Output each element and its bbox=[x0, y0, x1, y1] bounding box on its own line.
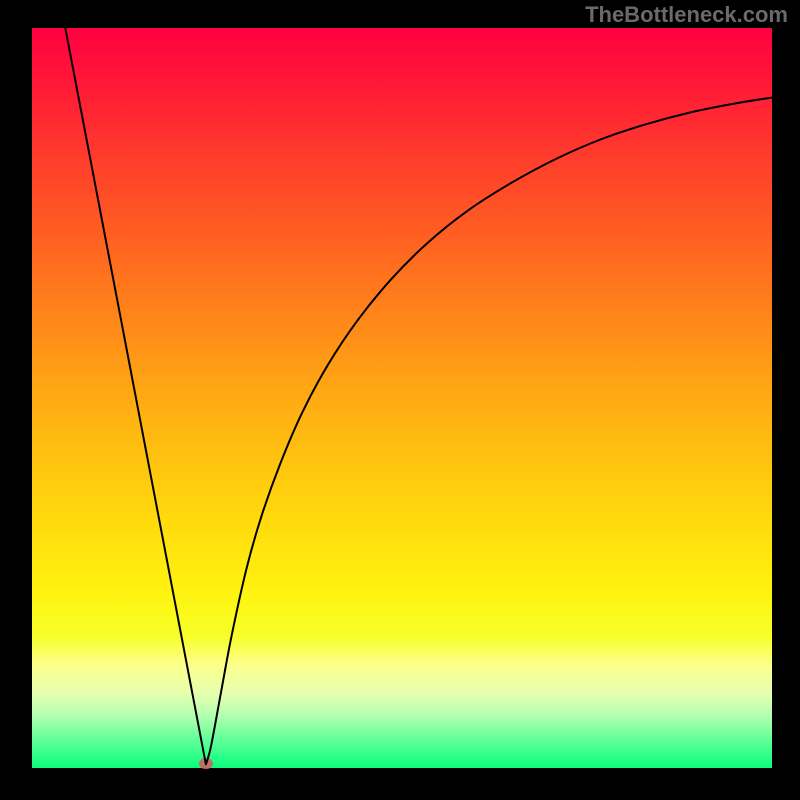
bottleneck-chart bbox=[0, 0, 800, 800]
gradient-plot-area bbox=[32, 28, 772, 768]
watermark-text: TheBottleneck.com bbox=[585, 2, 788, 28]
chart-container: TheBottleneck.com bbox=[0, 0, 800, 800]
